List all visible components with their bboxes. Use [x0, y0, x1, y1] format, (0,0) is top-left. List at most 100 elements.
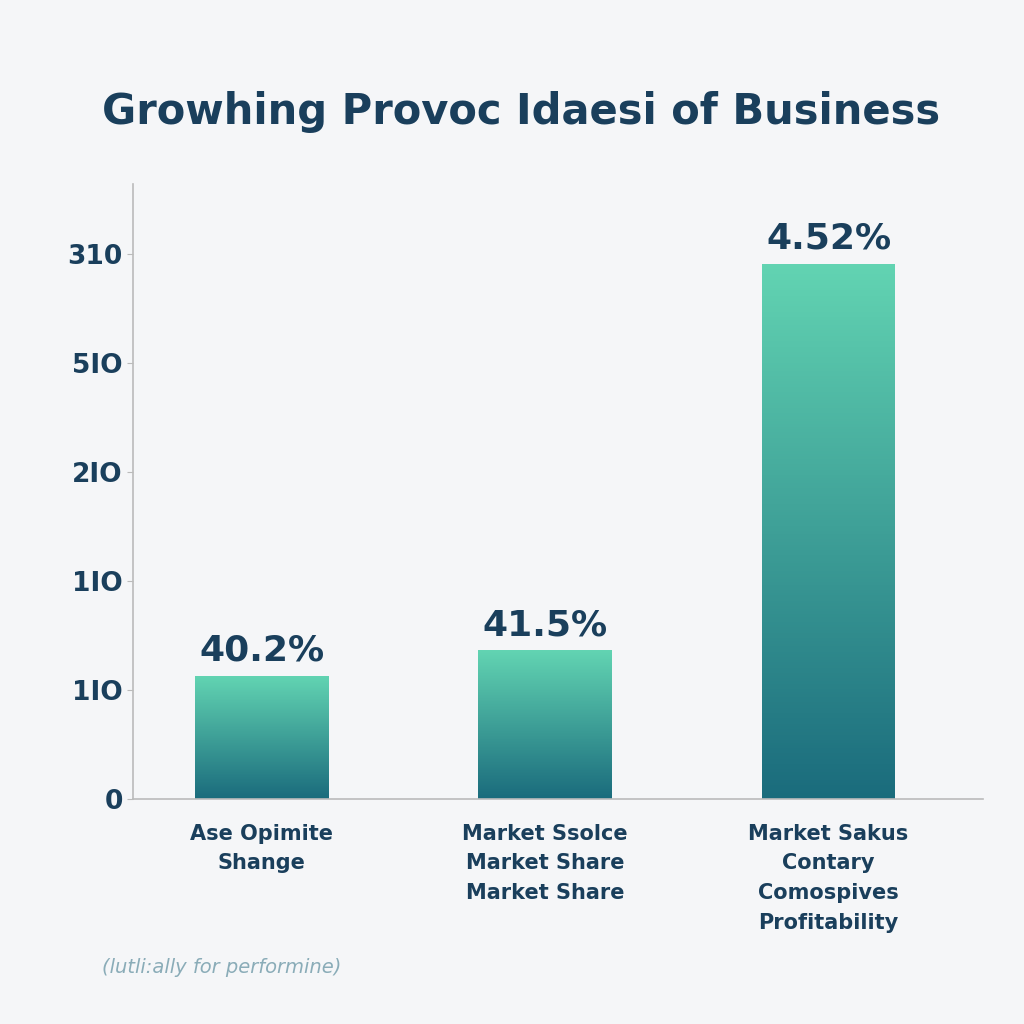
Bar — [762, 293, 895, 296]
Bar — [762, 772, 895, 774]
Bar — [762, 341, 895, 344]
Bar — [762, 518, 895, 520]
Bar — [762, 274, 895, 276]
Bar — [762, 510, 895, 512]
Bar — [762, 392, 895, 394]
Bar — [762, 774, 895, 777]
Bar — [762, 616, 895, 620]
Text: 4.52%: 4.52% — [766, 221, 891, 256]
Bar — [762, 437, 895, 440]
Bar — [762, 694, 895, 697]
Bar — [762, 563, 895, 566]
Bar — [762, 668, 895, 671]
Bar — [762, 566, 895, 568]
Bar — [762, 611, 895, 614]
Bar — [762, 459, 895, 462]
Bar — [762, 306, 895, 309]
Bar — [762, 397, 895, 400]
Bar — [762, 787, 895, 791]
Bar — [762, 699, 895, 702]
Bar — [762, 366, 895, 368]
Bar — [762, 585, 895, 588]
Bar — [762, 525, 895, 528]
Bar — [762, 424, 895, 427]
Bar — [762, 475, 895, 477]
Bar — [762, 646, 895, 649]
Bar — [762, 376, 895, 379]
Bar — [762, 422, 895, 424]
Bar — [762, 520, 895, 523]
Bar — [762, 742, 895, 745]
Bar — [762, 497, 895, 499]
Bar — [762, 344, 895, 346]
Bar — [762, 408, 895, 411]
Bar — [762, 705, 895, 708]
Bar — [762, 387, 895, 389]
Bar — [762, 656, 895, 659]
Bar — [762, 333, 895, 336]
Bar — [762, 726, 895, 729]
Bar — [762, 502, 895, 505]
Bar — [762, 673, 895, 676]
Bar — [762, 414, 895, 416]
Bar — [762, 580, 895, 582]
Bar — [762, 777, 895, 780]
Bar — [762, 678, 895, 681]
Bar — [762, 663, 895, 665]
Bar — [762, 451, 895, 454]
Bar — [762, 732, 895, 734]
Bar — [762, 445, 895, 449]
Text: Growhing Provoc Idaesi of Business: Growhing Provoc Idaesi of Business — [102, 91, 940, 133]
Bar — [762, 716, 895, 719]
Bar — [762, 791, 895, 794]
Bar — [762, 285, 895, 288]
Bar — [762, 606, 895, 608]
Bar — [762, 304, 895, 306]
Bar — [762, 311, 895, 314]
Bar — [762, 528, 895, 531]
Bar — [762, 539, 895, 542]
Bar — [762, 794, 895, 796]
Bar — [762, 568, 895, 571]
Bar — [762, 402, 895, 406]
Bar — [762, 671, 895, 673]
Bar — [762, 317, 895, 319]
Bar — [762, 636, 895, 638]
Bar — [762, 419, 895, 422]
Bar — [762, 676, 895, 678]
Bar — [762, 759, 895, 761]
Bar — [762, 780, 895, 782]
Bar — [762, 689, 895, 691]
Bar — [762, 764, 895, 767]
Bar — [762, 467, 895, 470]
Bar — [762, 769, 895, 772]
Bar — [762, 633, 895, 636]
Bar — [762, 651, 895, 654]
Bar — [762, 665, 895, 668]
Bar — [762, 336, 895, 339]
Bar — [762, 737, 895, 740]
Bar — [762, 290, 895, 293]
Text: (lutli:ally for performine): (lutli:ally for performine) — [102, 957, 342, 977]
Bar — [762, 280, 895, 283]
Bar — [762, 684, 895, 686]
Bar — [762, 331, 895, 333]
Bar — [762, 507, 895, 510]
Bar — [762, 734, 895, 737]
Bar — [762, 288, 895, 291]
Bar — [762, 571, 895, 574]
Bar — [762, 266, 895, 269]
Bar — [762, 593, 895, 595]
Bar — [762, 319, 895, 323]
Bar — [762, 796, 895, 799]
Bar — [762, 271, 895, 274]
Bar — [762, 745, 895, 748]
Bar — [762, 649, 895, 651]
Bar — [762, 697, 895, 699]
Bar — [762, 590, 895, 593]
Bar — [762, 357, 895, 359]
Bar — [762, 411, 895, 414]
Bar — [762, 531, 895, 534]
Bar — [762, 588, 895, 590]
Bar — [762, 462, 895, 464]
